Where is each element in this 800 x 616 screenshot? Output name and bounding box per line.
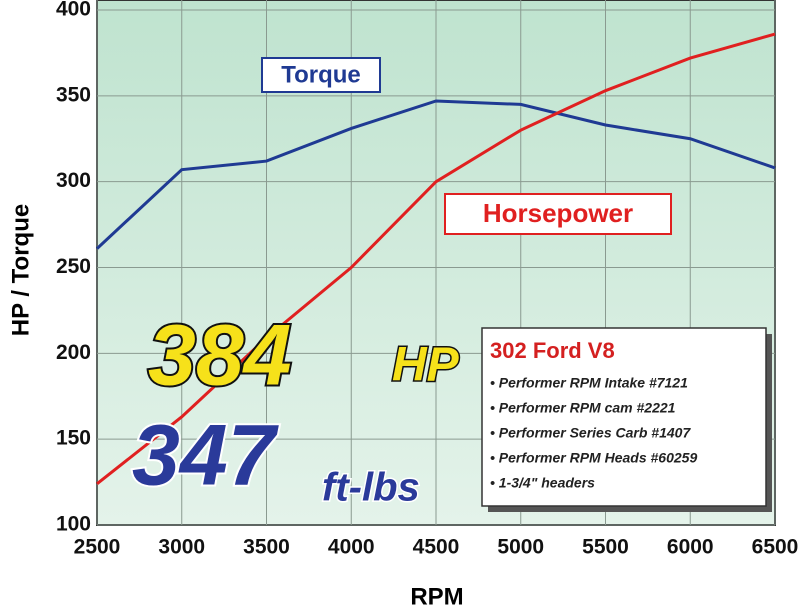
x-tick-label: 6000 (667, 536, 714, 559)
x-tick-label: 5000 (497, 536, 544, 559)
y-tick-label: 400 (56, 0, 91, 21)
spec-item: • Performer RPM Intake #7121 (490, 375, 688, 391)
y-tick-label: 250 (56, 255, 91, 278)
spec-title: 302 Ford V8 (490, 338, 615, 363)
spec-item: • Performer Series Carb #1407 (490, 425, 691, 441)
x-tick-label: 4000 (328, 536, 375, 559)
torque-label-box (261, 57, 381, 93)
headline-torque-unit: ft-lbs (322, 466, 420, 510)
hp-label-box (444, 193, 672, 235)
x-tick-label: 6500 (752, 536, 799, 559)
x-tick-label: 3000 (158, 536, 205, 559)
headline-hp-unit: HP (392, 339, 460, 392)
headline-torque: 347 (132, 408, 280, 504)
series-line (96, 32, 776, 485)
y-tick-label: 200 (56, 341, 91, 364)
x-tick-label: 2500 (74, 536, 121, 559)
headline-hp: 384 (148, 308, 292, 404)
y-axis-label: HP / Torque (7, 204, 34, 336)
x-axis-label: RPM (410, 583, 463, 610)
y-tick-label: 350 (56, 83, 91, 106)
spec-item: • Performer RPM cam #2221 (490, 400, 676, 416)
spec-item: • 1-3/4" headers (490, 475, 595, 491)
x-tick-label: 3500 (243, 536, 290, 559)
series-line (95, 99, 776, 250)
x-tick-label: 5500 (582, 536, 629, 559)
spec-item: • Performer RPM Heads #60259 (490, 450, 697, 466)
x-tick-label: 4500 (413, 536, 460, 559)
y-tick-label: 100 (56, 513, 91, 536)
spec-box (481, 327, 767, 507)
y-tick-label: 300 (56, 169, 91, 192)
series-label: Horsepower (483, 198, 633, 228)
series-label: Torque (281, 61, 361, 88)
y-tick-label: 150 (56, 427, 91, 450)
